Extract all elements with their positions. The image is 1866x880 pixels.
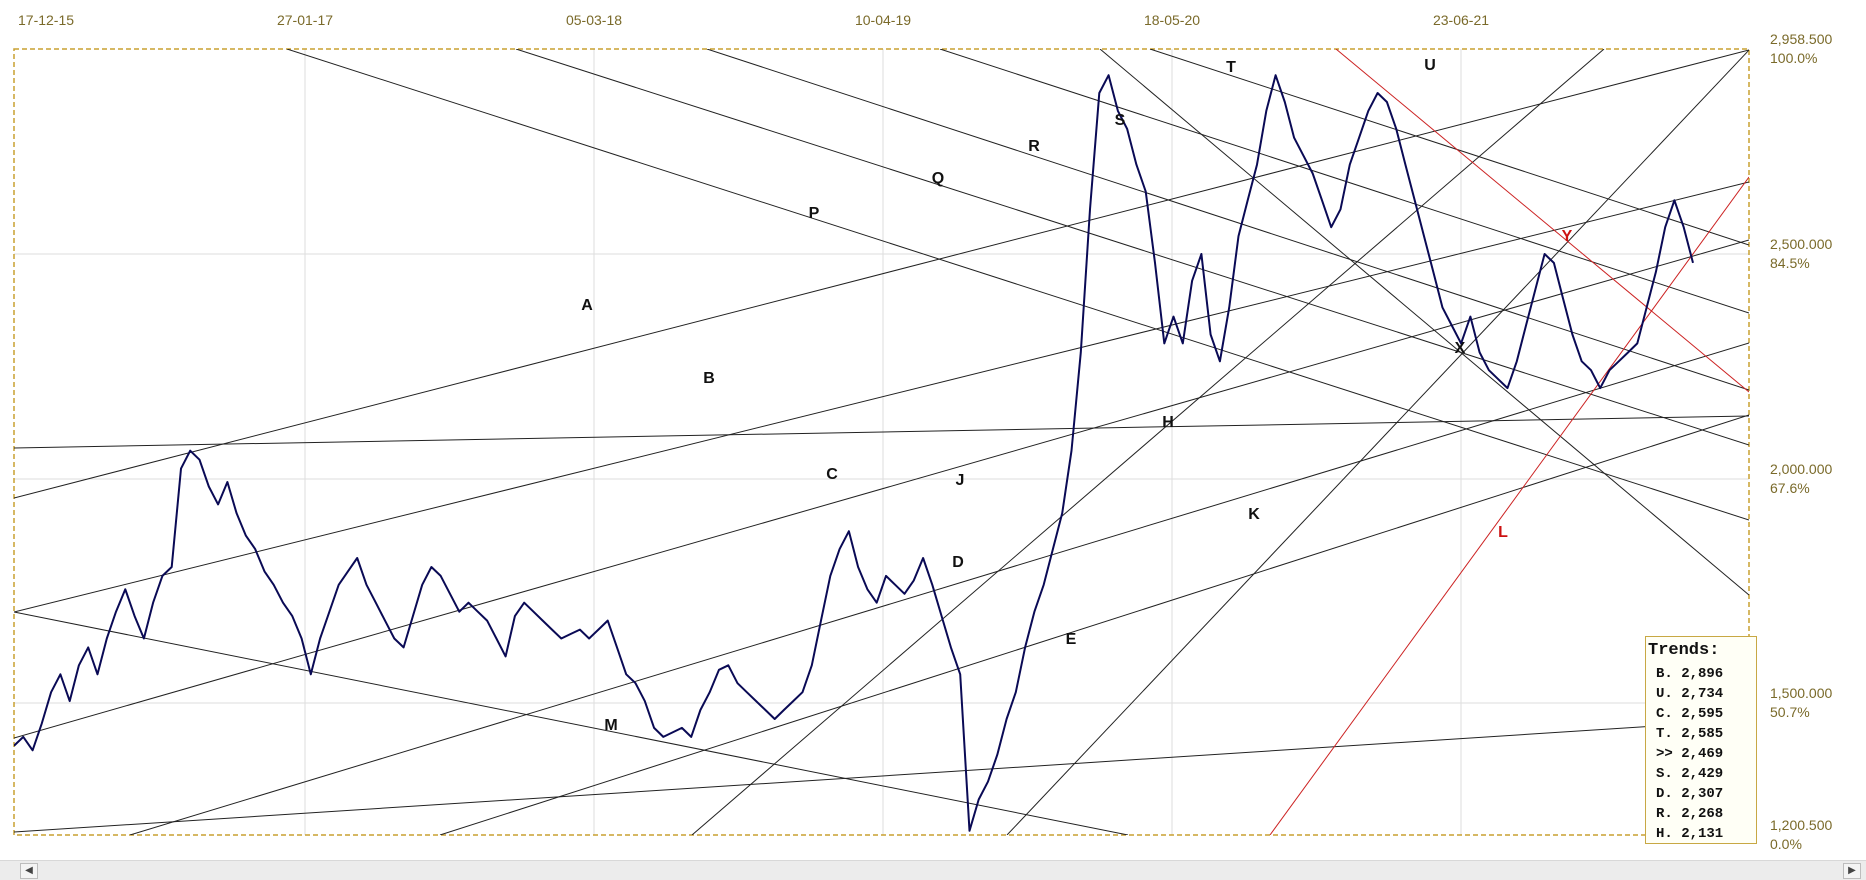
trends-panel: Trends: B. 2,896 U. 2,734 C. 2,595 T. 2,… <box>1645 636 1757 844</box>
trendline-label: J <box>956 472 965 489</box>
trend-row: R. 2,268 <box>1656 806 1724 822</box>
trendline <box>129 342 1749 835</box>
trendline <box>439 414 1749 835</box>
trendline-red <box>1269 176 1749 835</box>
trendline-label: A <box>581 297 593 314</box>
trendline <box>1006 49 1749 835</box>
trendline <box>939 49 1749 314</box>
y-tick-percent: 67.6% <box>1770 480 1810 496</box>
trendline <box>14 719 1749 833</box>
trendline <box>515 49 1749 446</box>
trend-row: B. 2,896 <box>1656 666 1724 682</box>
trendline-label: T <box>1226 59 1236 76</box>
x-tick-label: 10-04-19 <box>855 12 911 28</box>
plot-frame <box>13 48 1750 836</box>
x-tick-label: 23-06-21 <box>1433 12 1489 28</box>
y-tick-percent: 100.0% <box>1770 50 1817 66</box>
trend-row: S. 2,429 <box>1656 766 1724 782</box>
trendline-labels: A B C D E H J K L M P Q R S T U X Y <box>581 57 1572 734</box>
y-tick-value: 2,000.000 <box>1770 461 1832 477</box>
trendline <box>691 49 1605 835</box>
y-tick-percent: 84.5% <box>1770 255 1810 271</box>
trendline <box>14 181 1749 613</box>
trendline <box>1099 49 1749 596</box>
trendline <box>14 239 1749 739</box>
trendline <box>14 415 1749 449</box>
trendline-label: E <box>1066 631 1077 648</box>
trendline <box>14 49 1749 499</box>
x-tick-label: 17-12-15 <box>18 12 74 28</box>
trendline-label: U <box>1424 57 1436 74</box>
trendline-label: P <box>809 205 820 222</box>
x-axis: 17-12-15 27-01-17 05-03-18 10-04-19 18-05-20… <box>18 12 1489 28</box>
trendline <box>1149 49 1749 246</box>
price-line <box>14 74 1694 832</box>
trendline-label: M <box>604 717 617 734</box>
trendline-red <box>1335 49 1749 393</box>
x-tick-label: 05-03-18 <box>566 12 622 28</box>
trendline-label: X <box>1455 340 1466 357</box>
trends-title: Trends: <box>1648 641 1720 660</box>
trendline-label: D <box>952 554 964 571</box>
trendline-label: Q <box>932 170 944 187</box>
trendline <box>286 49 1749 521</box>
price-series <box>14 74 1694 832</box>
trendline <box>14 611 1129 835</box>
x-tick-label: 18-05-20 <box>1144 12 1200 28</box>
trendline-label: H <box>1162 414 1174 431</box>
trendlines <box>14 49 1749 835</box>
trendline <box>706 49 1749 391</box>
trendline-label: K <box>1248 506 1260 523</box>
trend-row: C. 2,595 <box>1656 706 1724 722</box>
trend-row: D. 2,307 <box>1656 786 1724 802</box>
y-axis: 2,958.500 100.0% 2,500.000 84.5% 2,000.000 67… <box>1770 31 1832 852</box>
arrow-left-icon[interactable]: ◀ <box>20 863 38 879</box>
trend-row: U. 2,734 <box>1656 686 1724 702</box>
trendline-label: B <box>703 370 715 387</box>
y-tick-percent: 0.0% <box>1770 836 1802 852</box>
trend-row: H. 2,131 <box>1656 826 1724 842</box>
y-tick-percent: 50.7% <box>1770 704 1810 720</box>
y-tick-value: 2,500.000 <box>1770 236 1832 252</box>
x-tick-label: 27-01-17 <box>277 12 333 28</box>
arrow-right-icon[interactable]: ▶ <box>1843 863 1861 879</box>
y-tick-value: 1,200.500 <box>1770 817 1832 833</box>
trend-row: >> 2,469 <box>1656 746 1724 762</box>
trendline-label: S <box>1115 112 1126 129</box>
chart-canvas[interactable]: A B C D E H J K L M P Q R S T U X Y 17-12-15 27-01-17 05-03… <box>0 0 1866 860</box>
trendline-label: C <box>826 466 838 483</box>
horizontal-scrollbar[interactable]: ◀ ▶ <box>0 860 1866 880</box>
trendline-label: R <box>1028 138 1040 155</box>
y-tick-value: 1,500.000 <box>1770 685 1832 701</box>
y-tick-value: 2,958.500 <box>1770 31 1832 47</box>
trendline-label: L <box>1498 524 1508 541</box>
trendline-label: Y <box>1562 228 1573 245</box>
trend-row: T. 2,585 <box>1656 726 1724 742</box>
